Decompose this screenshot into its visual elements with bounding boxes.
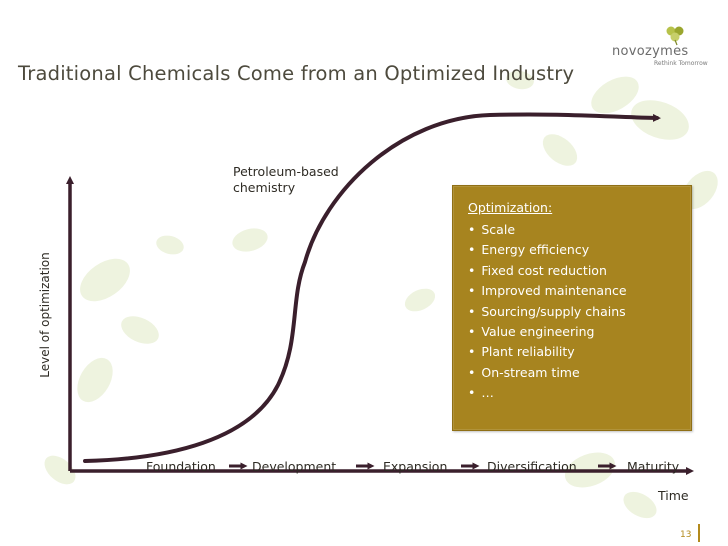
optimization-s-curve xyxy=(83,112,661,463)
stage-development: Development xyxy=(252,459,337,474)
optimization-item: On-stream time xyxy=(468,363,627,383)
novozymes-logo: novozymes Rethink Tomorrow xyxy=(598,22,718,72)
stage-expansion: Expansion xyxy=(383,459,448,474)
curve-annotation: Petroleum-based chemistry xyxy=(233,164,339,196)
optimization-item: Improved maintenance xyxy=(468,281,626,301)
page-number: 13 xyxy=(680,530,692,540)
clover-logo-icon xyxy=(666,26,684,46)
optimization-item: Sourcing/supply chains xyxy=(468,302,627,322)
curve-annotation-line-1: Petroleum-based xyxy=(233,164,339,179)
stage-maturity: Maturity xyxy=(627,459,680,474)
optimization-item: Energy efficiency xyxy=(468,240,627,260)
stage-foundation: Foundation xyxy=(146,459,216,474)
optimization-item: Fixed cost reduction xyxy=(468,261,627,281)
curve-annotation-line-2: chemistry xyxy=(233,180,296,195)
logo-tagline: Rethink Tomorrow xyxy=(654,60,708,67)
x-axis-label: Time xyxy=(658,488,689,503)
optimization-box: Optimization: Scale Energy efficiency Fi… xyxy=(452,185,692,431)
stage-diversification: Diversification xyxy=(487,459,577,474)
optimization-list: Scale Energy efficiency Fixed cost reduc… xyxy=(468,220,627,404)
y-axis-label: Level of optimization xyxy=(38,252,52,378)
optimization-item: … xyxy=(468,383,627,403)
page-number-accent xyxy=(698,524,700,542)
slide-title: Traditional Chemicals Come from an Optim… xyxy=(18,62,575,85)
optimization-item: Plant reliability xyxy=(468,342,627,362)
logo-wordmark: novozymes xyxy=(612,44,689,59)
optimization-box-title: Optimization: xyxy=(468,200,553,215)
optimization-item: Scale xyxy=(468,220,627,240)
optimization-item: Value engineering xyxy=(468,322,627,342)
